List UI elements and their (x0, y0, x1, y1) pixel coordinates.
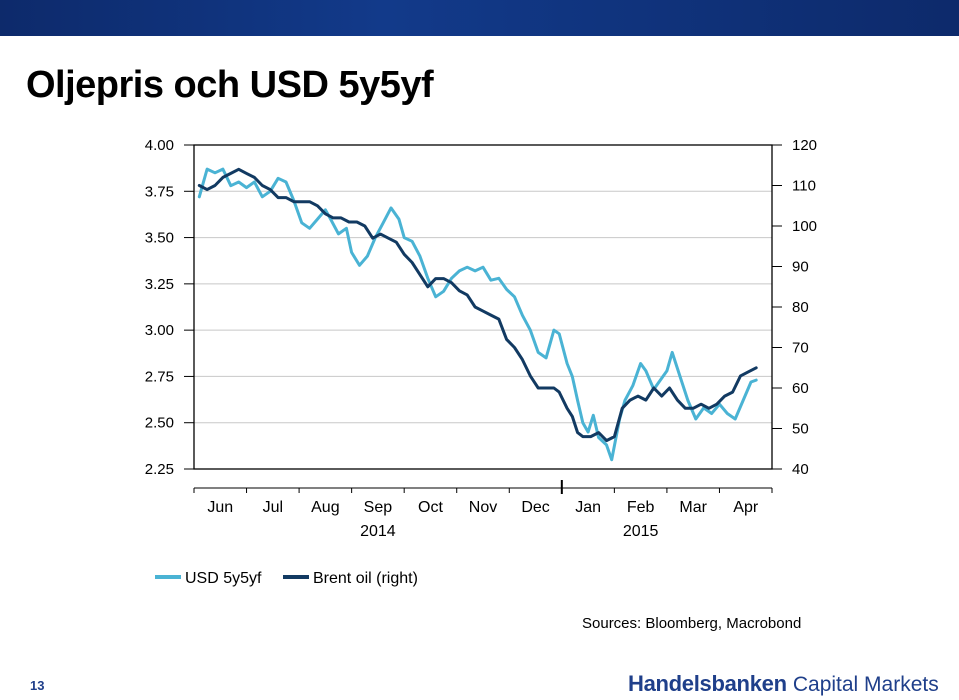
x-tick-label: Feb (627, 499, 655, 516)
brand-logo: Handelsbanken Capital Markets (628, 671, 939, 697)
x-tick-label: Nov (469, 499, 497, 516)
left-tick-label: 2.50 (145, 415, 174, 432)
x-tick-label: Jul (263, 499, 283, 516)
x-tick-label: Mar (679, 499, 707, 516)
left-tick-label: 3.75 (145, 183, 174, 200)
x-tick-label: Oct (418, 499, 443, 516)
right-tick-label: 110 (792, 178, 816, 195)
right-tick-label: 70 (792, 340, 809, 357)
left-tick-label: 4.00 (145, 137, 174, 154)
left-tick-label: 3.50 (145, 230, 174, 247)
right-tick-label: 40 (792, 461, 809, 478)
top-banner (0, 0, 959, 36)
right-tick-label: 120 (792, 137, 817, 154)
sources-note: Sources: Bloomberg, Macrobond (582, 615, 802, 632)
left-tick-label: 2.25 (145, 461, 174, 478)
x-axis: Jun Jul Aug Sep Oct Nov Dec Jan Feb Mar Apr 2014 201… (193, 480, 773, 540)
legend-label: Brent oil (right) (313, 570, 418, 587)
right-tick-label: 60 (792, 380, 809, 397)
right-axis-ticks: 120 110 100 90 80 70 60 50 40 (772, 137, 817, 478)
x-tick-label: Sep (364, 499, 393, 516)
x-tick-label: Jan (575, 499, 601, 516)
left-tick-label: 3.25 (145, 276, 174, 293)
page-title: Oljepris och USD 5y5yf (26, 64, 434, 106)
left-tick-label: 2.75 (145, 368, 174, 385)
left-tick-label: 3.00 (145, 322, 174, 339)
legend-label: USD 5y5yf (185, 570, 262, 587)
series-line-brent-oil (197, 167, 758, 443)
page-number: 13 (30, 678, 45, 693)
right-tick-label: 80 (792, 299, 809, 316)
left-axis-ticks: 4.00 3.75 3.50 3.25 3.00 2.75 2.50 2.25 (145, 137, 194, 478)
x-tick-label: Dec (521, 499, 549, 516)
series-line-usd-5y5yf (197, 167, 758, 462)
chart-grid (194, 144, 772, 470)
x-tick-label: Jun (207, 499, 233, 516)
year-label: 2014 (360, 523, 396, 540)
x-tick-label: Apr (733, 499, 759, 516)
year-label: 2015 (623, 523, 659, 540)
series-lines (197, 167, 758, 462)
x-tick-label: Aug (311, 499, 339, 516)
chart-frame (193, 144, 773, 470)
right-tick-label: 50 (792, 421, 809, 438)
legend: USD 5y5yf Brent oil (right) (155, 570, 418, 587)
right-tick-label: 100 (792, 218, 817, 235)
brand-tagline: Capital Markets (792, 673, 939, 696)
plot-border (193, 144, 773, 470)
right-tick-label: 90 (792, 259, 809, 276)
brand-name: Handelsbanken (628, 671, 787, 696)
